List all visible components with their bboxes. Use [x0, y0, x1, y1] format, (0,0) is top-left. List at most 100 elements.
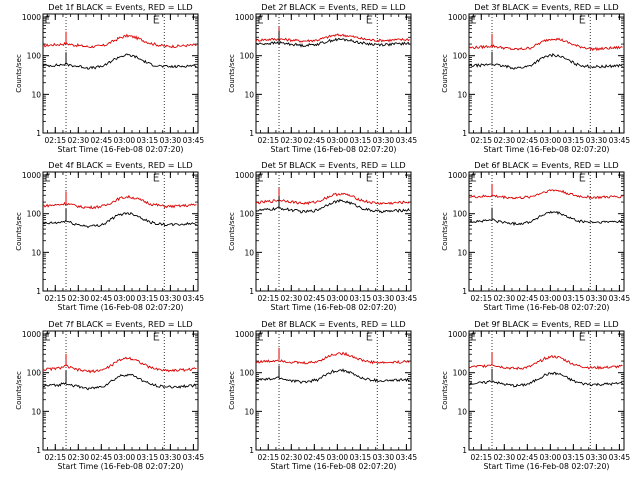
series-line-lld: [468, 37, 623, 52]
start-flag-icon: [471, 332, 476, 341]
chart-title: Det 4f BLACK = Events, RED = LLD: [48, 160, 192, 170]
x-tick-label: 02:45: [517, 294, 539, 303]
x-axis-label: Start Time (16-Feb-08 02:07:20): [484, 462, 610, 471]
chart-panel-3: Det 3f BLACK = Events, RED = LLD 1 10 100 10…: [441, 2, 630, 154]
y-tick-label: 1: [462, 446, 467, 455]
start-flag-icon: [45, 173, 50, 182]
y-tick-label: 1: [249, 129, 254, 138]
x-tick-label: 03:00: [114, 294, 136, 303]
x-tick-label: 03:00: [327, 136, 349, 145]
y-tick-label: 100: [453, 210, 468, 219]
y-tick-label: 100: [240, 210, 255, 219]
x-tick-label: 02:45: [517, 136, 539, 145]
x-tick-label: 02:15: [257, 136, 279, 145]
x-tick-label: 03:30: [373, 294, 395, 303]
x-tick-label: 03:15: [350, 453, 372, 462]
series-line-events: [42, 373, 197, 391]
y-axis-label: Counts/sec: [228, 54, 236, 93]
start-flag-icon: [471, 173, 476, 182]
x-axis-label: Start Time (16-Feb-08 02:07:20): [58, 145, 184, 154]
x-tick-label: 03:45: [609, 136, 631, 145]
y-axis-label: Counts/sec: [441, 371, 449, 410]
y-tick-label: 100: [27, 210, 42, 219]
y-tick-label: 1000: [235, 13, 254, 22]
plot-frame: [468, 330, 625, 451]
x-tick-label: 03:30: [160, 294, 182, 303]
x-tick-label: 02:30: [67, 453, 89, 462]
x-axis-label: Start Time (16-Feb-08 02:07:20): [58, 303, 184, 312]
y-axis-label: Counts/sec: [228, 371, 236, 410]
y-tick-label: 1000: [235, 171, 254, 180]
x-axis-label: Start Time (16-Feb-08 02:07:20): [271, 462, 397, 471]
chart-panel-5: Det 5f BLACK = Events, RED = LLD 1 10 100 10…: [228, 160, 417, 312]
end-flag-icon: [366, 332, 373, 341]
x-tick-label: 03:15: [137, 453, 159, 462]
series-line-lld: [42, 356, 197, 374]
plot-frame: [468, 13, 625, 134]
x-tick-label: 03:45: [396, 453, 418, 462]
end-flag-icon: [153, 173, 160, 182]
x-tick-label: 02:45: [304, 453, 326, 462]
y-tick-label: 100: [453, 369, 468, 378]
x-tick-label: 03:15: [137, 136, 159, 145]
chart-title: Det 7f BLACK = Events, RED = LLD: [48, 319, 192, 329]
end-flag-icon: [366, 173, 373, 182]
chart-title: Det 1f BLACK = Events, RED = LLD: [48, 2, 192, 12]
end-flag-icon: [579, 173, 586, 182]
x-axis-label: Start Time (16-Feb-08 02:07:20): [58, 462, 184, 471]
start-flag-icon: [45, 15, 50, 24]
y-tick-label: 10: [244, 248, 254, 257]
series-line-events: [255, 368, 410, 385]
x-axis-label: Start Time (16-Feb-08 02:07:20): [484, 303, 610, 312]
x-tick-label: 02:30: [493, 136, 515, 145]
y-tick-label: 1000: [448, 330, 467, 339]
start-flag-icon: [258, 15, 263, 24]
y-tick-label: 100: [453, 52, 468, 61]
series-line-lld: [468, 354, 623, 371]
x-tick-label: 02:45: [91, 136, 113, 145]
x-tick-label: 03:15: [563, 294, 585, 303]
start-flag-icon: [45, 332, 50, 341]
y-tick-label: 100: [240, 52, 255, 61]
y-tick-label: 1000: [448, 171, 467, 180]
x-axis-label: Start Time (16-Feb-08 02:07:20): [271, 303, 397, 312]
end-flag-icon: [579, 332, 586, 341]
y-axis-label: Counts/sec: [15, 212, 23, 251]
plot-frame: [255, 171, 412, 292]
x-tick-label: 02:45: [91, 294, 113, 303]
x-tick-label: 03:15: [350, 136, 372, 145]
y-tick-label: 10: [457, 248, 467, 257]
plot-frame: [42, 13, 199, 134]
y-tick-label: 1000: [22, 13, 41, 22]
x-tick-label: 02:45: [517, 453, 539, 462]
x-tick-label: 03:15: [137, 294, 159, 303]
x-tick-label: 02:15: [44, 453, 66, 462]
y-tick-label: 100: [240, 369, 255, 378]
y-tick-label: 1: [249, 287, 254, 296]
y-tick-label: 1: [462, 287, 467, 296]
y-tick-label: 1000: [235, 330, 254, 339]
y-tick-label: 10: [457, 407, 467, 416]
y-tick-label: 10: [244, 407, 254, 416]
y-tick-label: 10: [244, 90, 254, 99]
chart-title: Det 6f BLACK = Events, RED = LLD: [474, 160, 618, 170]
plot-frame: [42, 171, 199, 292]
x-axis-label: Start Time (16-Feb-08 02:07:20): [271, 145, 397, 154]
chart-panel-2: Det 2f BLACK = Events, RED = LLD 1 10 100 10…: [228, 2, 417, 154]
series-line-events: [42, 53, 197, 70]
x-tick-label: 03:30: [586, 136, 608, 145]
x-tick-label: 03:45: [183, 453, 205, 462]
x-tick-label: 02:15: [44, 136, 66, 145]
y-tick-label: 10: [457, 90, 467, 99]
x-tick-label: 02:45: [304, 136, 326, 145]
x-tick-label: 03:45: [183, 136, 205, 145]
plot-frame: [255, 330, 412, 451]
end-flag-icon: [366, 15, 373, 24]
series-line-lld: [42, 194, 197, 210]
x-tick-label: 02:15: [257, 294, 279, 303]
x-tick-label: 03:15: [563, 453, 585, 462]
chart-title: Det 8f BLACK = Events, RED = LLD: [261, 319, 405, 329]
x-tick-label: 03:30: [586, 294, 608, 303]
plot-frame: [42, 330, 199, 451]
